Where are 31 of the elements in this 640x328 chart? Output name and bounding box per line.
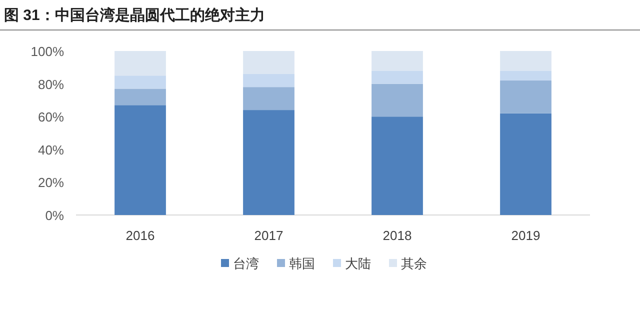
- bar: [243, 87, 294, 110]
- bar: [500, 113, 552, 215]
- bar: [500, 51, 552, 71]
- legend-label: 其余: [401, 256, 427, 271]
- bar: [372, 84, 423, 117]
- chart-title: 图 31：中国台湾是晶圆代工的绝对主力: [4, 6, 265, 24]
- bar: [243, 74, 294, 88]
- x-tick-label: 2017: [254, 228, 284, 243]
- legend-label: 韩国: [289, 256, 315, 271]
- bar: [372, 51, 423, 71]
- bar: [243, 110, 294, 215]
- y-tick-label: 60%: [38, 110, 64, 125]
- legend-label: 台湾: [233, 256, 259, 271]
- x-tick-label: 2018: [382, 228, 412, 243]
- bar: [114, 51, 166, 76]
- bar: [372, 116, 423, 215]
- bar: [500, 80, 552, 114]
- bar: [114, 105, 166, 215]
- y-tick-label: 40%: [38, 142, 64, 158]
- x-tick-label: 2019: [511, 228, 540, 243]
- bar: [114, 88, 166, 106]
- bar: [243, 51, 294, 74]
- y-tick-label: 0%: [45, 208, 64, 223]
- legend-label: 大陆: [345, 256, 371, 271]
- y-tick-label: 100%: [30, 44, 64, 59]
- y-tick-label: 20%: [38, 175, 64, 190]
- bar: [114, 76, 166, 89]
- bar: [372, 70, 423, 84]
- x-tick-label: 2016: [126, 228, 155, 243]
- y-tick-label: 80%: [38, 76, 64, 92]
- bar: [500, 70, 552, 81]
